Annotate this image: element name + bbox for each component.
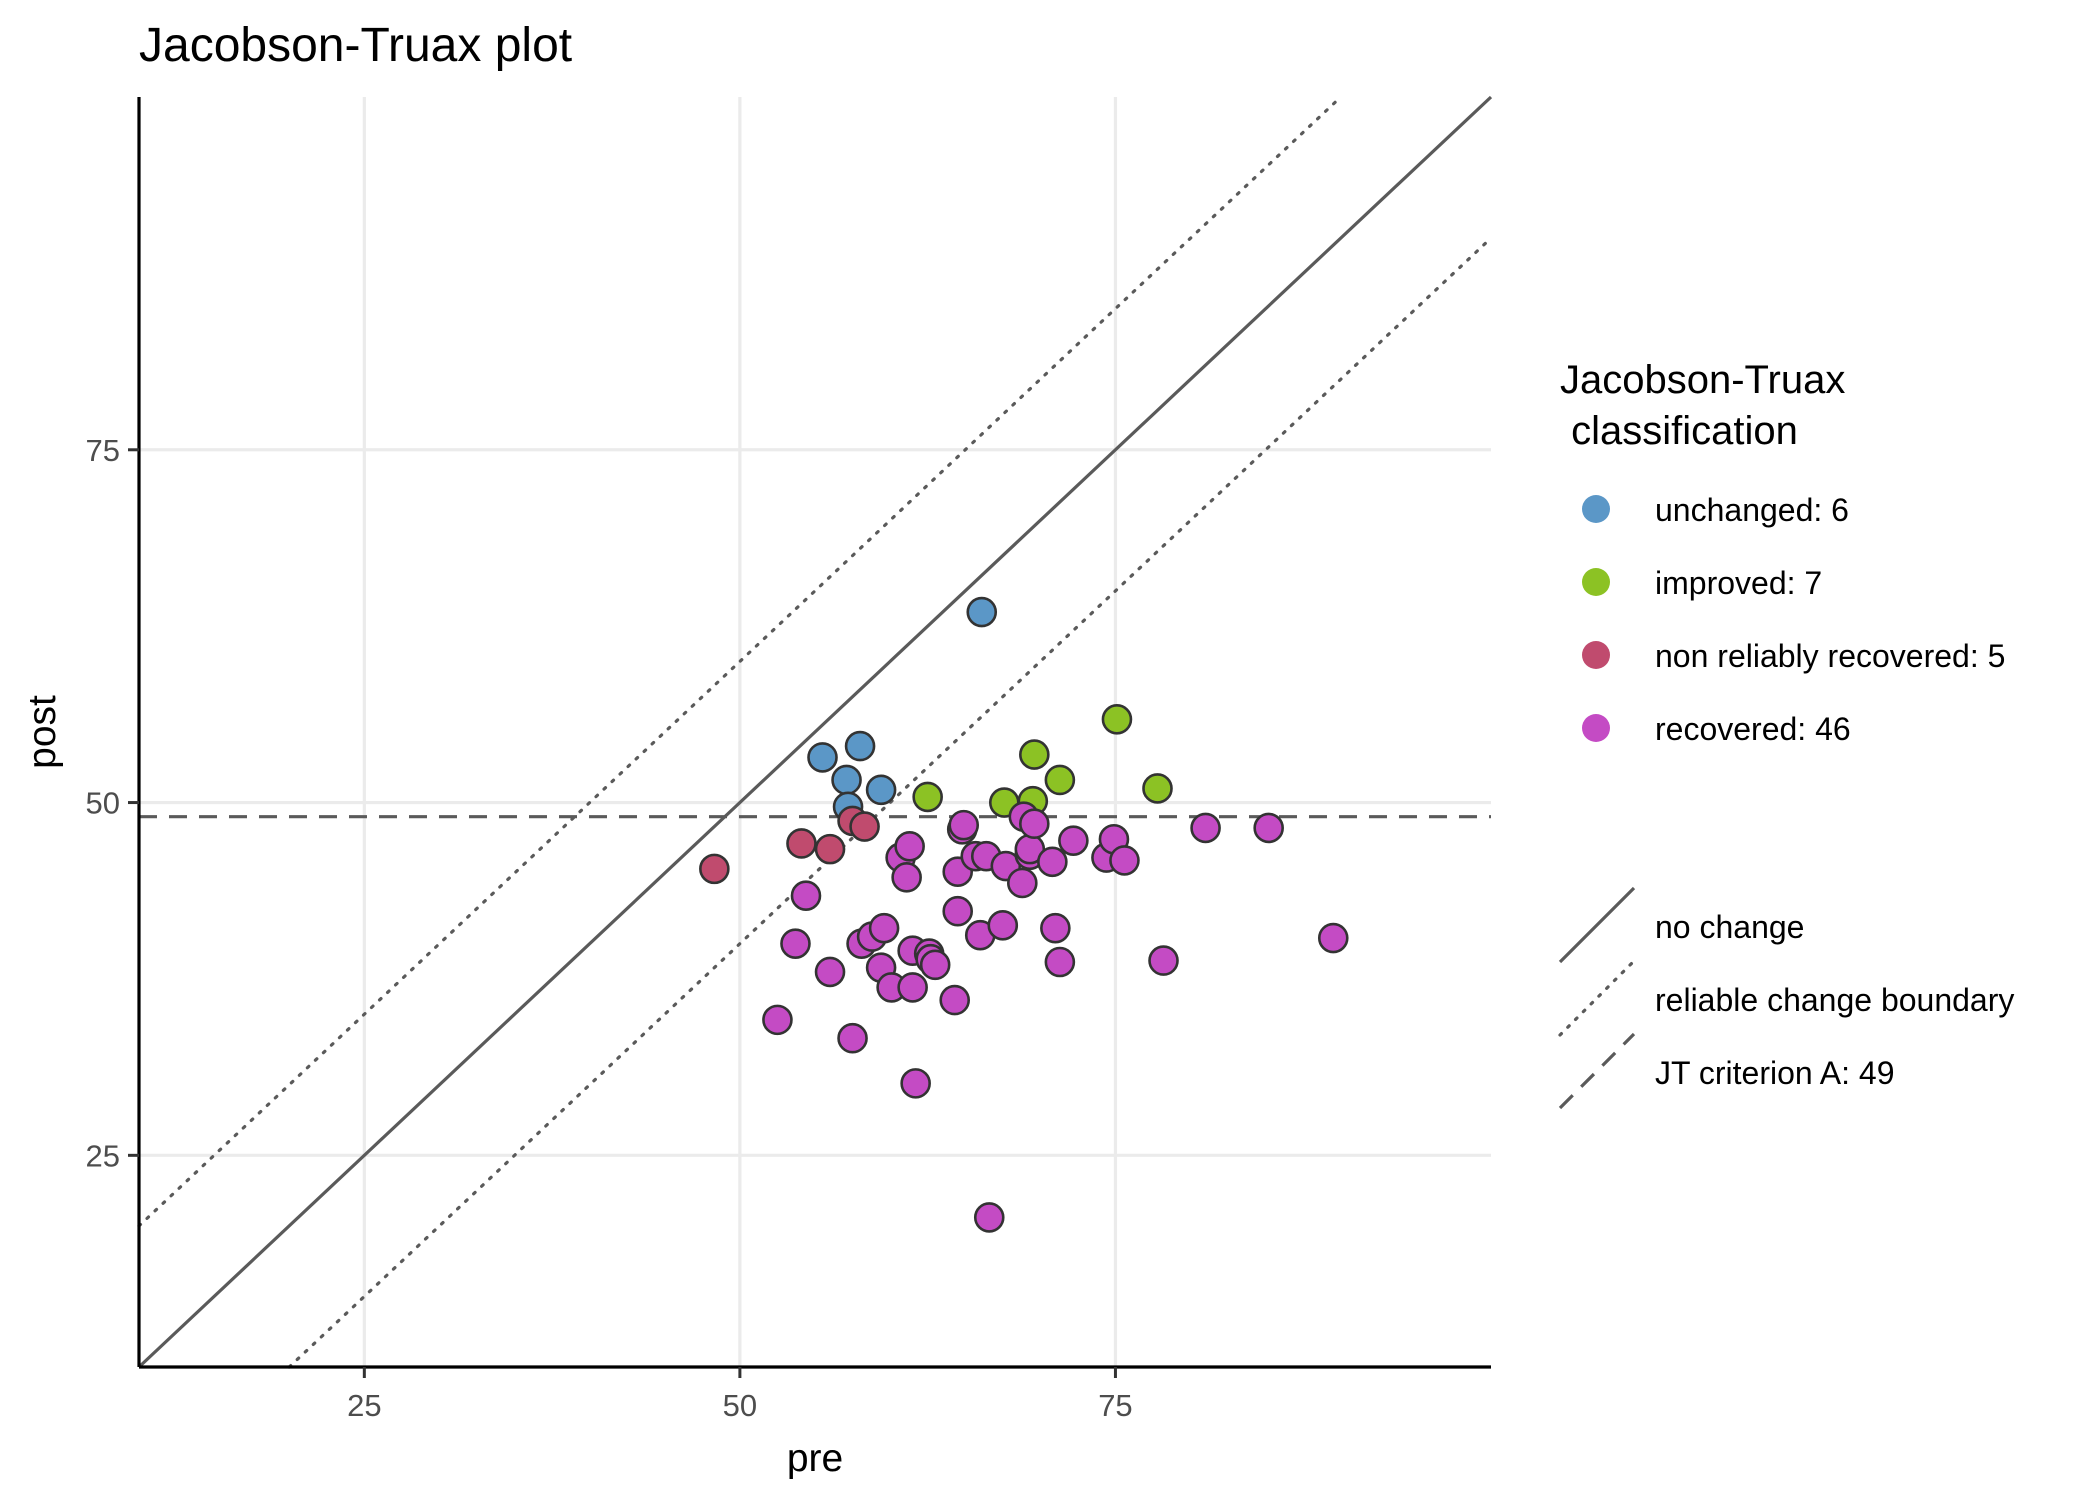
no-change-line	[137, 95, 1493, 1369]
legend-title-line1: Jacobson-Truax	[1560, 358, 1845, 402]
point-improved	[1101, 703, 1133, 735]
point-unchanged	[831, 764, 862, 796]
legend-label-jt-criterion: JT criterion A: 49	[1655, 1055, 1895, 1091]
point-recovered	[1037, 846, 1068, 878]
x-tick-label: 25	[347, 1388, 381, 1423]
x-tick-label: 50	[723, 1388, 757, 1423]
y-axis-title: post	[21, 695, 64, 769]
point-recovered	[1253, 812, 1284, 844]
point-recovered	[1040, 912, 1071, 944]
legend-label-non-reliably-recovered: non reliably recovered: 5	[1655, 638, 2005, 674]
y-tick-label: 75	[86, 433, 120, 468]
ticks: 25 50 75 25 50 75	[86, 433, 1133, 1423]
legend-key-no-change	[1558, 886, 1636, 964]
point-recovered	[1148, 945, 1179, 976]
point-recovered	[868, 912, 900, 944]
reference-lines	[137, 95, 1493, 1369]
legend-key-improved	[1582, 568, 1610, 596]
legend-title-line2: classification	[1560, 409, 1798, 453]
point-recovered	[1044, 946, 1076, 978]
point-recovered	[942, 895, 974, 927]
x-axis-title: pre	[787, 1437, 843, 1480]
point-unchanged	[807, 742, 838, 773]
point-improved	[1019, 739, 1050, 770]
point-non-reliably-recovered	[699, 853, 730, 885]
point-recovered	[973, 1202, 1005, 1233]
point-unchanged	[966, 596, 998, 628]
point-recovered	[790, 880, 822, 911]
reliable-change-lower-line	[287, 236, 1493, 1369]
point-recovered	[900, 1068, 931, 1099]
y-tick-label: 50	[86, 786, 120, 821]
point-recovered	[780, 928, 811, 959]
point-recovered	[837, 1022, 868, 1054]
legend-key-recovered	[1582, 714, 1610, 742]
points	[699, 596, 1349, 1233]
point-recovered	[939, 984, 971, 1016]
point-recovered	[987, 910, 1019, 941]
point-recovered	[814, 956, 846, 988]
legend-label-improved: improved: 7	[1655, 565, 1822, 601]
point-recovered	[1058, 825, 1089, 856]
point-recovered	[891, 862, 922, 893]
point-recovered	[894, 830, 925, 862]
point-recovered	[948, 809, 980, 841]
point-recovered	[1019, 808, 1050, 840]
point-unchanged	[844, 730, 876, 762]
y-tick-label: 25	[86, 1138, 120, 1173]
legend: Jacobson-Truax classification unchanged:…	[1558, 358, 2014, 1110]
point-recovered	[1190, 812, 1221, 844]
point-recovered	[1317, 922, 1349, 954]
legend-label-unchanged: unchanged: 6	[1655, 492, 1849, 528]
point-improved	[1044, 764, 1076, 796]
point-non-reliably-recovered	[849, 811, 880, 842]
point-non-reliably-recovered	[814, 833, 846, 865]
chart-title: Jacobson-Truax plot	[139, 19, 572, 72]
point-recovered	[1109, 845, 1140, 876]
point-non-reliably-recovered	[786, 828, 817, 859]
legend-key-non-reliably-recovered	[1582, 641, 1610, 669]
point-improved	[912, 781, 943, 813]
legend-label-recovered: recovered: 46	[1655, 711, 1851, 747]
point-recovered	[919, 949, 951, 981]
legend-label-reliable-change: reliable change boundary	[1655, 982, 2014, 1018]
point-recovered	[897, 972, 928, 1003]
point-improved	[1142, 773, 1173, 804]
reliable-change-upper-line	[137, 95, 1343, 1228]
point-recovered	[762, 1004, 793, 1036]
x-tick-label: 75	[1098, 1388, 1132, 1423]
legend-key-reliable-change	[1558, 959, 1636, 1037]
legend-key-jt-criterion	[1558, 1032, 1636, 1110]
legend-label-no-change: no change	[1655, 909, 1804, 945]
point-unchanged	[865, 774, 897, 806]
legend-key-unchanged	[1582, 495, 1610, 523]
point-recovered	[1007, 867, 1038, 899]
